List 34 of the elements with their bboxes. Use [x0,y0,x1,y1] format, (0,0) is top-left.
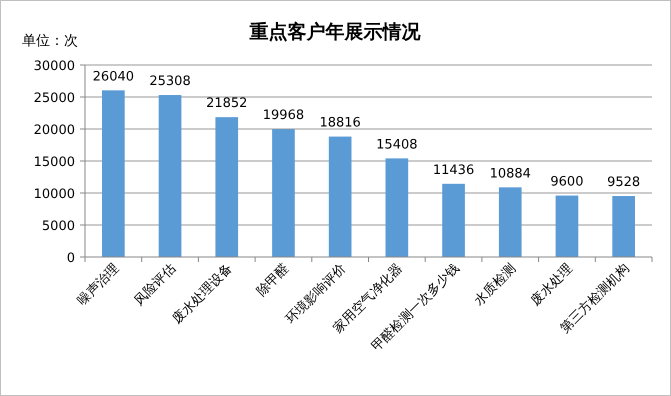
bar [556,196,578,257]
data-label: 21852 [206,96,248,112]
x-tick-label: 风险评估 [132,261,179,309]
x-tick-label: 除甲醛 [254,261,292,300]
x-tick-label: 废水处理 [528,261,576,309]
bar [442,184,465,257]
data-label: 9600 [550,174,584,190]
x-tick-label: 水质检测 [472,261,520,309]
bar [158,95,182,257]
bar [386,158,408,257]
y-axis-title: 单位：次 [22,33,78,49]
y-tick-label: 5000 [42,219,75,234]
data-label: 25308 [149,74,191,90]
bar [328,136,352,257]
data-label: 11436 [432,162,474,178]
data-label: 10884 [490,166,531,182]
data-label: 15408 [376,137,418,152]
y-tick-label: 30000 [34,59,75,74]
y-tick-label: 15000 [34,155,75,170]
y-tick-label: 10000 [34,187,75,202]
y-tick-label: 20000 [34,123,75,138]
bar [612,196,635,257]
data-label: 19968 [262,108,304,124]
x-tick-label: 噪声治理 [74,261,122,309]
chart-title: 重点客户年展示情况 [248,21,422,43]
y-tick-label: 25000 [34,91,75,106]
bar [272,129,295,257]
bar [102,90,125,257]
data-label: 18816 [319,116,361,131]
data-label: 9528 [607,175,640,190]
data-label: 26040 [92,69,134,84]
bar [215,117,238,257]
bar [498,187,522,257]
y-tick-label: 0 [66,251,75,266]
